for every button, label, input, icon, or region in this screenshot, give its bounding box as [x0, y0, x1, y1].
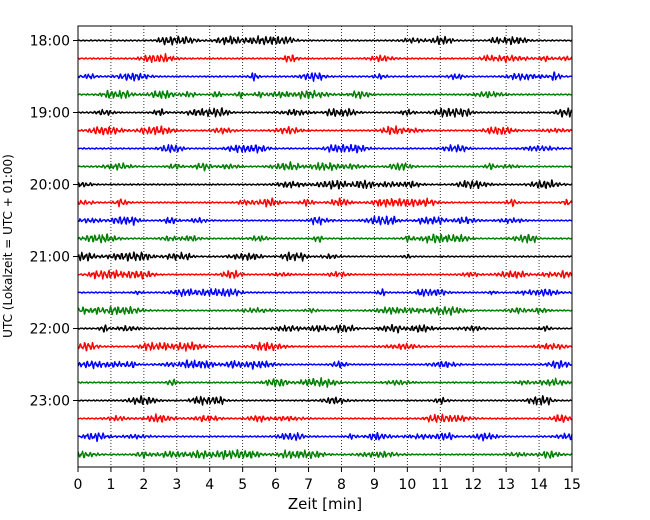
trace-2345	[77, 449, 573, 460]
trace-2245	[77, 377, 573, 388]
y-tick-label: 19:00	[30, 106, 70, 122]
trace-2145	[77, 305, 573, 316]
trace-2015	[77, 197, 573, 208]
x-tick-label: 9	[370, 477, 379, 493]
y-tick-label: 20:00	[30, 178, 70, 194]
x-tick-label: 11	[431, 477, 449, 493]
seismic-traces	[77, 35, 573, 460]
y-axis-label: UTC (Lokalzeit = UTC + 01:00)	[1, 154, 15, 338]
y-tick-label: 18:00	[30, 34, 70, 50]
trace-1800	[77, 35, 573, 46]
trace-2115	[77, 269, 573, 280]
trace-1915	[77, 125, 573, 136]
x-tick-label: 3	[172, 477, 181, 493]
x-axis-label: Zeit [min]	[288, 495, 362, 513]
x-tick-label: 0	[74, 477, 83, 493]
trace-1900	[77, 107, 573, 118]
x-tick-label: 2	[139, 477, 148, 493]
y-axis-ticks: 18:00 19:00 20:00 21:00 22:00 23:00	[30, 34, 78, 410]
trace-1845	[77, 89, 573, 100]
trace-2100	[77, 251, 573, 262]
x-tick-label: 14	[530, 477, 548, 493]
trace-1815	[77, 52, 573, 64]
x-tick-label: 15	[563, 477, 581, 493]
trace-2045	[77, 233, 573, 244]
x-tick-label: 6	[271, 477, 280, 493]
trace-2315	[77, 413, 573, 423]
x-tick-label: 10	[398, 477, 416, 493]
x-tick-label: 13	[497, 477, 515, 493]
x-tick-label: 7	[304, 477, 313, 493]
trace-1930	[77, 143, 573, 154]
x-tick-label: 8	[337, 477, 346, 493]
trace-2130	[77, 288, 573, 298]
x-tick-label: 12	[464, 477, 482, 493]
trace-2200	[77, 324, 573, 334]
trace-2330	[77, 431, 573, 443]
trace-2215	[77, 341, 573, 352]
trace-2230	[77, 359, 573, 370]
trace-2300	[77, 395, 573, 406]
y-tick-label: 23:00	[30, 394, 70, 410]
x-tick-label: 4	[205, 477, 214, 493]
x-axis-ticks: 0 1 2 3 4 5 6 7 8 9 10 11 12 13 14 15	[74, 467, 581, 493]
y-tick-label: 21:00	[30, 250, 70, 266]
x-tick-label: 5	[238, 477, 247, 493]
trace-2030	[77, 215, 573, 226]
trace-1945	[77, 161, 573, 172]
trace-2000	[77, 179, 573, 190]
plot-frame	[77, 25, 573, 468]
x-tick-label: 1	[106, 477, 115, 493]
trace-1830	[77, 71, 573, 82]
y-tick-label: 22:00	[30, 322, 70, 338]
